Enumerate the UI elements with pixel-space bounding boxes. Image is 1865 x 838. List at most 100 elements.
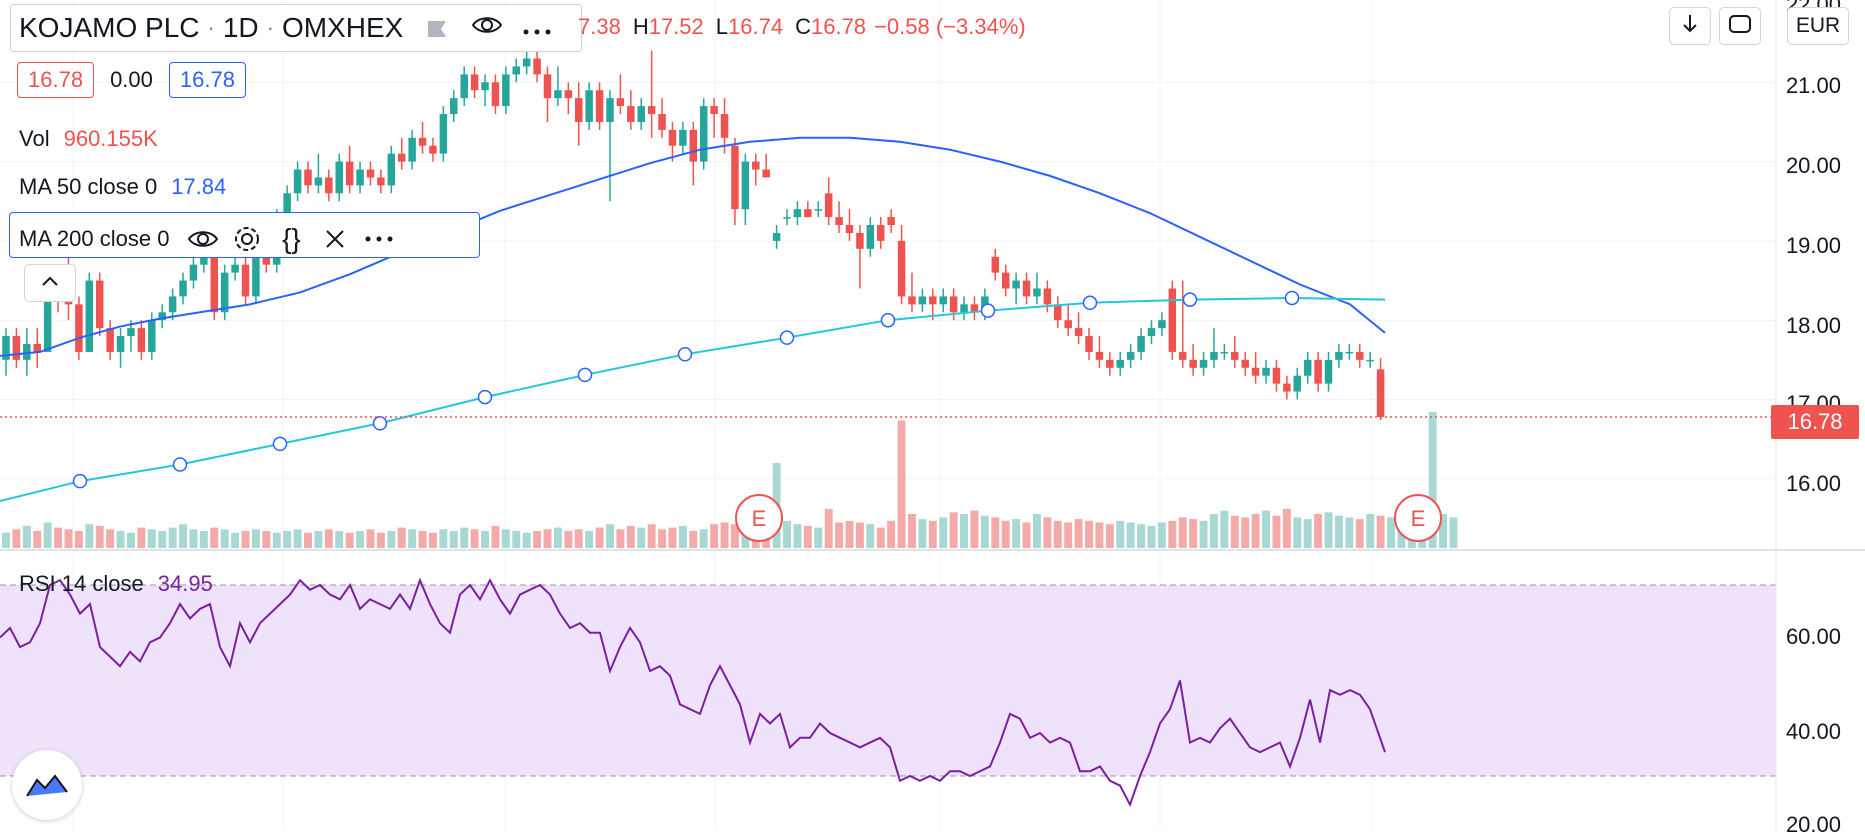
ellipsis-icon[interactable] [521,12,553,44]
flag-icon[interactable] [425,16,449,40]
interval[interactable]: 1D [222,12,259,43]
eye-icon[interactable] [181,221,225,257]
volume-bar [1168,520,1177,548]
volume-bar [585,531,594,548]
candle-body [1293,375,1302,392]
earnings-event-1[interactable]: E [735,494,783,542]
candle-body [1095,351,1104,360]
earnings-event-2[interactable]: E [1394,494,1442,542]
chevron-up-icon [40,274,60,292]
symbol-name: KOJAMO PLC [19,12,200,43]
candle [1001,264,1010,297]
eye-icon[interactable] [471,12,503,44]
ma200-legend[interactable]: MA 200 close 0 {} [9,212,480,258]
volume-bar [1366,514,1375,548]
volume-bar [803,525,812,548]
buy-price-button[interactable]: 16.78 [168,62,246,98]
gear-icon[interactable] [225,221,269,257]
candle [647,50,656,138]
tradingview-logo-icon[interactable] [12,750,82,820]
candle-body [345,161,354,186]
volume-bar [918,519,927,548]
candle [668,121,677,162]
ma200-marker [980,303,996,318]
candle [377,169,385,194]
candle-body [491,82,500,107]
candle [1189,343,1197,376]
rsi-value: 34.95 [157,571,213,596]
close-icon[interactable] [313,221,357,257]
ellipsis-icon[interactable] [357,221,401,257]
candle-body [512,66,521,75]
price-axis-tick: 16.00 [1785,471,1841,496]
ma200-marker [272,436,288,452]
sell-price-button[interactable]: 16.78 [17,62,95,98]
symbol-title-box[interactable]: KOJAMO PLC · 1D · OMXHEX [10,4,582,52]
volume-bar [866,524,875,548]
ma200-marker [172,457,188,472]
candle-body [460,74,468,99]
candle [1137,328,1145,360]
candle [33,328,41,368]
volume-bar [1095,522,1104,548]
currency-button[interactable]: EUR [1787,7,1849,45]
volume-bar [1272,515,1281,548]
candle-body [387,153,396,186]
candle [95,272,104,337]
candle [189,256,198,289]
spread-value: 0.00 [110,67,153,92]
candle [606,90,614,202]
candle-body [991,256,1000,273]
braces-icon[interactable]: {} [282,223,301,254]
volume-bar [835,522,844,548]
currency-label: EUR [1795,14,1841,37]
volume-bar [397,527,406,548]
candle [418,121,427,154]
candle-body [804,209,812,218]
download-button[interactable] [1669,7,1711,45]
candle-body [127,328,135,337]
volume-legend[interactable]: Vol 960.155K [19,126,158,152]
candle-body [595,90,604,122]
candle-body [1283,383,1291,392]
candle-body [293,169,302,194]
candle-body [220,272,229,313]
candle [1293,367,1302,400]
candle [1158,312,1166,337]
volume-bar [1439,514,1448,548]
candle [1220,343,1229,360]
candle [1262,359,1270,384]
candle [1116,351,1124,376]
candle-body [574,98,583,122]
volume-bar [845,520,854,548]
candle-body [1324,359,1333,384]
volume-bar [1126,522,1135,548]
candle [783,209,791,226]
volume-bar [1230,515,1239,548]
candle-body [1376,369,1385,417]
candle-body [543,74,552,99]
volume-bar [387,531,396,548]
candle-body [699,106,708,162]
candle [814,201,823,218]
ma50-legend[interactable]: MA 50 close 0 17.84 [19,174,226,200]
candle [1272,359,1281,392]
candle-body [304,169,312,186]
arrow-down-icon [1681,13,1699,40]
candle-body [397,153,406,162]
rsi-legend[interactable]: RSI 14 close 34.95 [19,571,213,597]
close-value: 16.78 [810,14,867,39]
collapse-legend-button[interactable] [24,264,76,302]
candle-body [1168,288,1177,352]
volume-bar [283,531,292,548]
rsi-axis-tick: 40.00 [1785,719,1841,744]
candle [1345,343,1354,360]
candle [1283,375,1291,400]
volume-bar [616,529,625,548]
volume-bar [1043,517,1052,548]
candle-body [356,169,364,186]
fullscreen-button[interactable] [1719,7,1761,45]
volume-bar [314,531,323,548]
volume-bars [2,412,1458,548]
